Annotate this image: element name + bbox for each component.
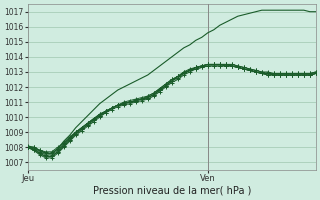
X-axis label: Pression niveau de la mer( hPa ): Pression niveau de la mer( hPa ) (92, 186, 251, 196)
